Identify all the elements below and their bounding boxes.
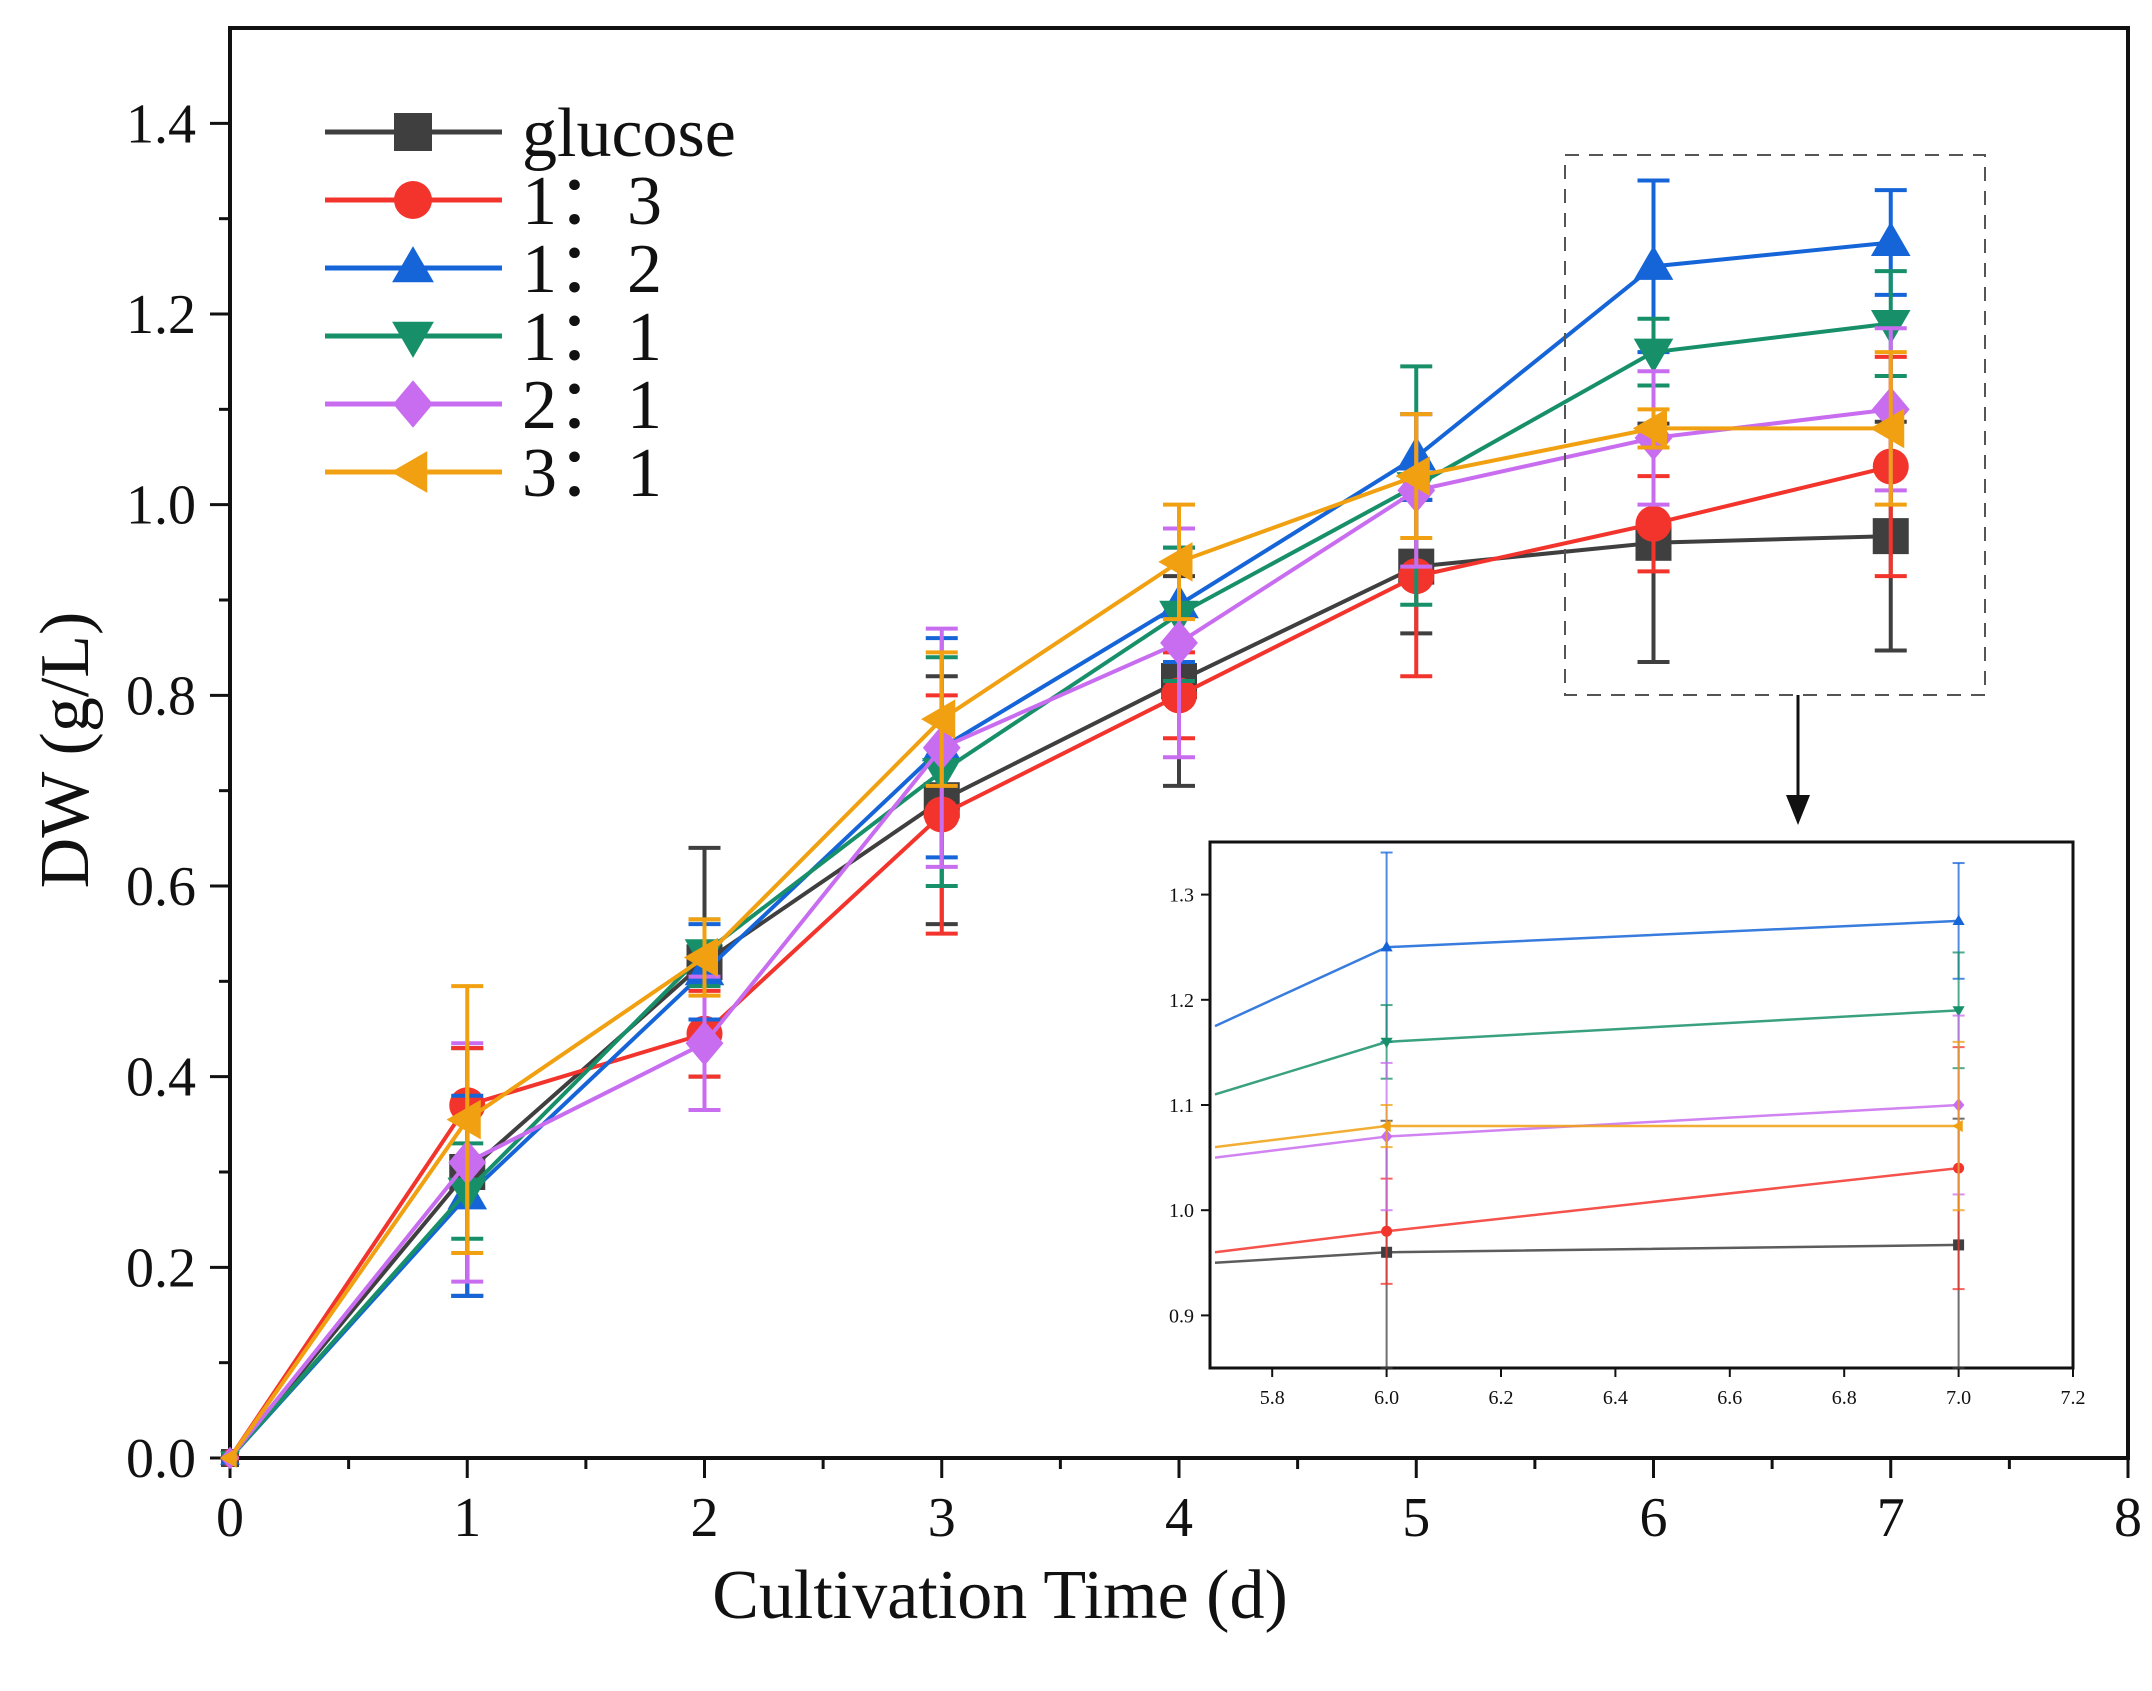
inset-data-point	[1380, 940, 1393, 952]
legend-label: 1：3	[522, 163, 662, 240]
data-point	[1632, 408, 1667, 449]
y-tick-label: 0.6	[126, 856, 196, 918]
inset-y-tick-label: 1.2	[1169, 990, 1194, 1012]
series-line	[228, 534, 1891, 1460]
legend-entry: 3：1	[325, 435, 662, 512]
data-point	[446, 1099, 481, 1140]
legend-entry: 1：2	[325, 231, 662, 308]
legend-entry: 1：1	[325, 299, 662, 376]
data-point	[1158, 542, 1193, 582]
y-tick-label: 0.4	[126, 1047, 196, 1109]
legend-label: 1：2	[522, 231, 662, 308]
legend-marker	[392, 246, 434, 283]
inset-x-tick-label: 6.2	[1489, 1387, 1514, 1409]
x-tick-label: 2	[691, 1487, 719, 1549]
legend-entry: 1：3	[325, 163, 662, 240]
series-line	[228, 426, 1891, 1460]
legend-label: 1：1	[522, 299, 662, 376]
x-tick-label: 1	[453, 1487, 481, 1549]
legend-marker	[393, 380, 433, 428]
y-tick-label: 1.0	[126, 475, 196, 537]
inset-x-tick-label: 6.6	[1717, 1387, 1742, 1409]
y-axis-title: DW (g/L)	[27, 612, 104, 889]
data-point	[921, 699, 956, 739]
data-point	[1160, 620, 1198, 666]
inset-x-tick-label: 7.0	[1946, 1387, 1971, 1409]
inset-x-tick-label: 5.8	[1260, 1387, 1285, 1409]
x-tick-label: 8	[2114, 1487, 2142, 1549]
inset-data-point	[1381, 1225, 1393, 1237]
inset-y-tick-label: 1.0	[1169, 1200, 1194, 1222]
legend-label: glucose	[522, 95, 736, 172]
legend-label: 2：1	[522, 367, 662, 444]
inset-frame	[1208, 840, 2075, 1370]
series-line	[228, 407, 1891, 1460]
inset-plot: 5.8 6.0 6.2 6.4 6.6 6.8 7.0 7.2 0.9 1.0 1.1 1.2 1.3	[1169, 840, 2086, 1409]
main-plot: 0 1 2 3 4 5 6 7 8 0.0 0.2 0.4 0.6 0.8 1.0 1.2 1.4	[126, 26, 2142, 1549]
inset-data-point	[1380, 1119, 1391, 1133]
inset-data-point	[1952, 914, 1965, 926]
inset-x-tick-label: 6.4	[1603, 1387, 1628, 1409]
x-axis-title: Cultivation Time (d)	[712, 1557, 1288, 1634]
legend-entry: glucose	[325, 95, 736, 172]
legend-marker	[394, 113, 432, 151]
legend-marker	[391, 451, 428, 493]
x-tick-label: 0	[216, 1487, 244, 1549]
legend-marker	[394, 181, 432, 219]
data-point	[1395, 456, 1430, 496]
inset-data-point	[1380, 1037, 1393, 1049]
data-point	[685, 1020, 724, 1066]
x-tick-label: 5	[1402, 1487, 1430, 1549]
series-6	[219, 350, 1907, 1468]
zoom-region-box	[1564, 154, 1986, 825]
data-point	[219, 1448, 237, 1468]
inset-x-tick-label: 7.2	[2061, 1387, 2086, 1409]
inset-y-tick-label: 1.3	[1169, 885, 1194, 907]
inset-data-point	[1952, 1006, 1965, 1017]
data-point	[1870, 221, 1911, 256]
x-tick-label: 4	[1165, 1487, 1193, 1549]
zoom-arrow-head	[1786, 795, 1810, 825]
inset-y-tick-label: 0.9	[1169, 1305, 1194, 1327]
data-point	[1870, 408, 1905, 449]
legend-marker	[392, 321, 434, 358]
data-point	[1635, 505, 1672, 542]
legend-label: 3：1	[522, 435, 662, 512]
inset-x-tick-label: 6.0	[1374, 1387, 1399, 1409]
data-point	[683, 937, 718, 978]
inset-y-tick-label: 1.1	[1169, 1095, 1194, 1117]
y-tick-label: 0.0	[126, 1428, 196, 1490]
series-line	[228, 321, 1891, 1460]
x-tick-label: 7	[1877, 1487, 1905, 1549]
y-tick-label: 0.2	[126, 1237, 196, 1299]
x-tick-label: 6	[1640, 1487, 1668, 1549]
y-tick-label: 1.2	[126, 284, 196, 346]
y-tick-label: 0.8	[126, 665, 196, 727]
x-tick-label: 3	[928, 1487, 956, 1549]
inset-data-point	[1952, 1119, 1963, 1133]
inset-x-tick-label: 6.8	[1832, 1387, 1857, 1409]
series-line	[228, 240, 1891, 1460]
data-point	[1633, 338, 1674, 373]
legend-entry: 2：1	[325, 367, 662, 444]
inset-series-6	[1214, 1040, 1965, 1212]
data-point	[1633, 245, 1674, 280]
y-tick-label: 1.4	[126, 93, 196, 155]
